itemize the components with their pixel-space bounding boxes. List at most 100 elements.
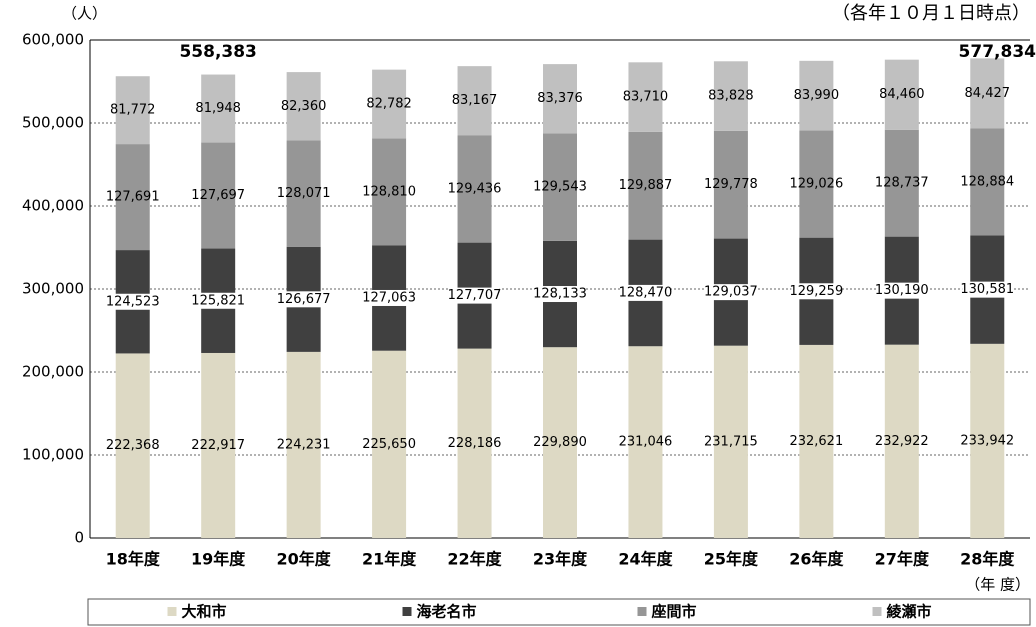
bar-segment xyxy=(372,138,407,246)
y-tick-label: 400,000 xyxy=(22,197,84,215)
value-label: 126,677 xyxy=(277,292,331,307)
bar-segment xyxy=(457,66,492,136)
bar-segment xyxy=(115,76,150,145)
value-label-bg xyxy=(107,293,158,310)
bar-segment xyxy=(713,130,748,239)
value-label: 124,523 xyxy=(106,294,160,309)
x-tick-label: 24年度 xyxy=(618,550,673,569)
x-tick-label: 23年度 xyxy=(533,550,588,569)
x-label: （年 度） xyxy=(965,576,1030,594)
bar-segment xyxy=(201,74,236,143)
x-tick-label: 26年度 xyxy=(789,550,844,569)
bar-segment xyxy=(201,142,236,249)
x-tick-label: 21年度 xyxy=(362,550,417,569)
value-label: 129,778 xyxy=(704,177,758,192)
value-label-bg xyxy=(364,289,415,306)
y-tick-label: 100,000 xyxy=(22,446,84,464)
value-label: 83,710 xyxy=(623,90,669,105)
bar-segment xyxy=(543,64,577,134)
legend-label: 大和市 xyxy=(182,603,227,621)
legend-label: 座間市 xyxy=(651,603,697,621)
bar-segment xyxy=(970,128,1005,236)
value-label: 130,581 xyxy=(960,282,1014,297)
value-label-bg xyxy=(535,286,585,303)
total-label: 558,383 xyxy=(179,42,256,62)
bar-segment xyxy=(372,69,407,139)
x-tick-label: 25年度 xyxy=(704,550,759,569)
value-label-bg xyxy=(449,287,500,304)
x-tick-label: 27年度 xyxy=(875,550,930,569)
value-label-bg xyxy=(278,291,329,308)
value-label: 232,922 xyxy=(875,434,929,449)
bar-segment xyxy=(884,344,919,538)
x-tick-label: 20年度 xyxy=(276,550,331,569)
value-label: 231,046 xyxy=(619,435,673,450)
value-label-bg xyxy=(791,283,842,300)
value-label: 232,621 xyxy=(789,434,843,449)
value-label: 128,133 xyxy=(533,287,587,302)
bar-segment xyxy=(970,343,1005,538)
legend-swatch xyxy=(637,607,647,616)
bar-segment xyxy=(286,72,321,141)
value-label: 127,707 xyxy=(448,288,502,303)
value-label: 128,810 xyxy=(362,184,416,199)
bar-segment xyxy=(884,59,919,130)
bar-segment xyxy=(884,129,919,237)
y-unit: （人） xyxy=(62,5,107,23)
legend-swatch xyxy=(402,607,412,616)
total-label: 577,834 xyxy=(959,42,1036,62)
bar-segment xyxy=(628,62,663,132)
legend-label: 綾瀬市 xyxy=(887,603,932,621)
legend-label: 海老名市 xyxy=(417,603,477,621)
x-tick-label: 18年度 xyxy=(106,550,161,569)
value-label: 130,190 xyxy=(875,283,929,298)
bar-segment xyxy=(543,133,577,241)
value-label: 81,948 xyxy=(195,101,241,116)
y-tick-label: 500,000 xyxy=(22,114,84,132)
value-label: 222,368 xyxy=(106,438,160,453)
value-label-bg xyxy=(620,284,671,301)
value-label: 224,231 xyxy=(277,437,331,452)
value-label: 82,360 xyxy=(281,99,327,114)
bar-segment xyxy=(799,130,834,238)
bar-segment xyxy=(628,346,663,538)
bar-segment xyxy=(713,61,748,131)
value-label: 222,917 xyxy=(191,438,245,453)
value-label: 84,460 xyxy=(879,87,925,102)
bar-segment xyxy=(201,352,236,538)
note: （各年１０月１日時点） xyxy=(832,3,1030,24)
value-label-bg xyxy=(193,292,244,309)
value-label: 129,436 xyxy=(448,181,502,196)
bar-segment xyxy=(543,347,577,538)
value-label: 231,715 xyxy=(704,434,758,449)
value-label: 128,470 xyxy=(619,285,673,300)
value-label: 129,026 xyxy=(789,177,843,192)
value-label: 83,167 xyxy=(452,93,498,108)
x-tick-label: 22年度 xyxy=(447,550,502,569)
bar-segment xyxy=(115,144,150,251)
bar-segment xyxy=(799,60,834,131)
legend-box xyxy=(87,598,1031,626)
x-tick-label: 19年度 xyxy=(191,550,246,569)
x-tick-label: 28年度 xyxy=(960,550,1015,569)
bar-segment xyxy=(970,58,1005,129)
y-tick-label: 200,000 xyxy=(22,363,84,381)
bar-segment xyxy=(115,353,150,538)
value-label: 225,650 xyxy=(362,437,416,452)
value-label: 81,772 xyxy=(110,103,156,118)
value-label: 129,887 xyxy=(619,178,673,193)
value-label: 128,071 xyxy=(277,186,331,201)
bar-segment xyxy=(286,351,321,538)
bar-segment xyxy=(457,135,492,243)
value-label: 127,697 xyxy=(191,188,245,203)
value-label: 129,037 xyxy=(704,285,758,300)
value-label: 129,543 xyxy=(533,180,587,195)
value-label-bg xyxy=(962,281,1013,298)
bar-segment xyxy=(457,348,492,538)
value-label: 229,890 xyxy=(533,435,587,450)
value-label: 83,376 xyxy=(537,91,583,106)
value-label: 233,942 xyxy=(960,433,1014,448)
y-tick-label: 0 xyxy=(74,529,84,547)
legend-swatch xyxy=(167,607,177,616)
value-label: 129,259 xyxy=(789,284,843,299)
